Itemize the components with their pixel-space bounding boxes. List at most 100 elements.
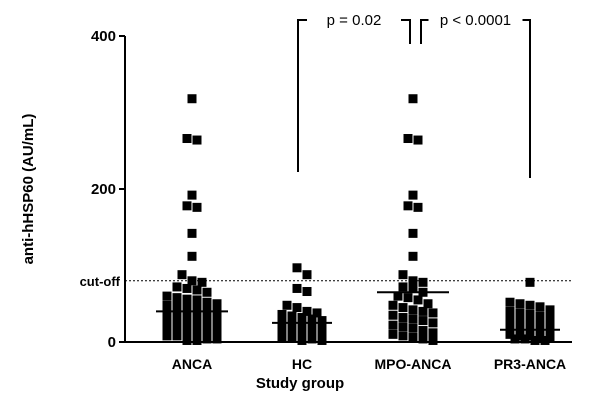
- data-point: [525, 277, 535, 287]
- x-tick-label: MPO-ANCA: [375, 356, 452, 372]
- data-point: [192, 202, 202, 212]
- data-point: [292, 263, 302, 273]
- data-point: [192, 295, 202, 305]
- data-point: [192, 310, 202, 320]
- significance-bracket: [297, 19, 411, 172]
- data-point: [510, 334, 520, 344]
- data-point: [162, 308, 172, 318]
- data-point: [403, 201, 413, 211]
- data-point: [317, 316, 327, 326]
- data-point: [172, 293, 182, 303]
- data-point: [408, 283, 418, 293]
- data-point: [192, 323, 202, 333]
- data-point: [202, 287, 212, 297]
- data-point: [515, 316, 525, 326]
- data-point: [287, 323, 297, 333]
- data-point: [307, 314, 317, 324]
- data-point: [408, 276, 418, 286]
- data-point: [202, 297, 212, 307]
- data-point: [545, 313, 555, 323]
- data-point: [187, 190, 197, 200]
- significance-bracket: [420, 19, 531, 178]
- data-point: [172, 282, 182, 292]
- data-point: [408, 314, 418, 324]
- data-point: [212, 299, 222, 309]
- data-point: [398, 313, 408, 323]
- data-point: [192, 285, 202, 295]
- data-point: [408, 332, 418, 342]
- data-point: [428, 308, 438, 318]
- data-point: [202, 305, 212, 315]
- data-point: [307, 326, 317, 336]
- data-point: [388, 329, 398, 339]
- data-point: [428, 318, 438, 328]
- data-point: [202, 318, 212, 328]
- data-point: [398, 270, 408, 280]
- data-point: [418, 326, 428, 336]
- data-point: [545, 332, 555, 342]
- data-point: [398, 331, 408, 341]
- data-point: [297, 335, 307, 345]
- data-point: [277, 309, 287, 319]
- x-tick-label: ANCA: [172, 356, 212, 372]
- significance-label: p < 0.0001: [440, 12, 511, 29]
- median-lines: [156, 291, 560, 331]
- data-point: [192, 135, 202, 145]
- data-point: [525, 300, 535, 310]
- data-point: [540, 335, 550, 345]
- data-point: [182, 328, 192, 338]
- data-point: [287, 332, 297, 342]
- data-point: [172, 300, 182, 310]
- data-point: [515, 323, 525, 333]
- data-point: [525, 317, 535, 327]
- data-point: [182, 322, 192, 332]
- data-point: [162, 326, 172, 336]
- y-tick-label: 200: [91, 181, 116, 198]
- data-point: [192, 335, 202, 345]
- data-point: [418, 306, 428, 316]
- data-point: [545, 320, 555, 330]
- x-tick-labels: ANCA HC MPO-ANCA PR3-ANCA: [172, 356, 566, 372]
- data-point: [408, 323, 418, 333]
- data-point: [162, 314, 172, 324]
- data-point: [302, 306, 312, 316]
- data-point: [282, 300, 292, 310]
- data-point: [408, 94, 418, 104]
- data-point: [505, 329, 515, 339]
- data-point: [302, 287, 312, 297]
- y-ticks: 0 200 400: [91, 28, 125, 351]
- data-point: [525, 309, 535, 319]
- data-point: [535, 319, 545, 329]
- y-tick-label: 0: [108, 334, 116, 351]
- cutoff-label: cut-off: [80, 274, 121, 289]
- data-point: [317, 322, 327, 332]
- data-point: [393, 291, 403, 301]
- data-point: [413, 202, 423, 212]
- data-point: [292, 283, 302, 293]
- data-point: [202, 323, 212, 333]
- data-point: [403, 293, 413, 303]
- data-point: [408, 305, 418, 315]
- data-point: [413, 135, 423, 145]
- data-point: [428, 328, 438, 338]
- data-point: [520, 334, 530, 344]
- data-point: [197, 277, 207, 287]
- data-point: [398, 303, 408, 313]
- data-point: [202, 329, 212, 339]
- data-point: [212, 329, 222, 339]
- data-point: [182, 303, 192, 313]
- data-point: [172, 308, 182, 318]
- data-point: [535, 311, 545, 321]
- data-point: [418, 316, 428, 326]
- data-point: [212, 314, 222, 324]
- data-point: [182, 283, 192, 293]
- data-point: [408, 228, 418, 238]
- y-tick-label: 400: [91, 28, 116, 45]
- data-point: [177, 270, 187, 280]
- data-point: [162, 331, 172, 341]
- data-point: [535, 326, 545, 336]
- data-point: [277, 328, 287, 338]
- data-point: [172, 331, 182, 341]
- data-point: [408, 251, 418, 261]
